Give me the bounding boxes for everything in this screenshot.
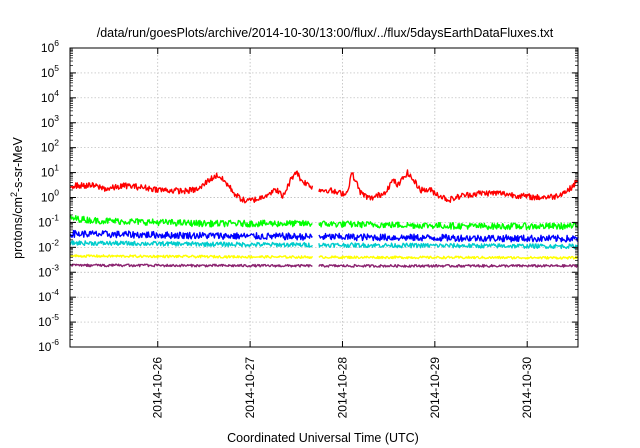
y-tick-label-exponent: 5 (54, 63, 59, 73)
y-axis-label-sup: 2 (9, 192, 19, 197)
y-axis-tick-labels: 10-610-510-410-310-210-11001011021031041… (38, 38, 59, 354)
y-tick-label-exponent: 0 (54, 188, 59, 198)
y-tick-label-base: 10 (41, 191, 55, 205)
y-tick-label-base: 10 (38, 290, 52, 304)
y-tick-label-base: 10 (41, 116, 55, 130)
y-tick-label-base: 10 (41, 166, 55, 180)
grid-lines (70, 48, 578, 347)
y-tick-label: 10-2 (38, 237, 59, 254)
chart-title: /data/run/goesPlots/archive/2014-10-30/1… (97, 26, 554, 40)
x-tick-label: 2014-10-28 (335, 357, 349, 419)
y-tick-label-exponent: -6 (51, 337, 59, 347)
x-tick-label: 2014-10-29 (428, 357, 442, 419)
axis-ticks (70, 47, 578, 348)
y-tick-label-base: 10 (38, 315, 52, 329)
y-tick-label-exponent: 4 (54, 88, 59, 98)
x-tick-label: 2014-10-26 (151, 357, 165, 419)
series-line (69, 263, 579, 268)
series-line (69, 240, 579, 250)
y-tick-label: 105 (41, 63, 59, 80)
y-axis-label-rest: -s-sr-MeV (11, 136, 25, 192)
y-tick-label: 10-1 (38, 212, 59, 229)
y-tick-label-base: 10 (38, 240, 52, 254)
y-tick-label: 100 (41, 188, 59, 205)
y-tick-label: 10-4 (38, 287, 59, 304)
series-line (69, 169, 579, 204)
y-tick-label-exponent: 3 (54, 113, 59, 123)
y-tick-label-base: 10 (41, 91, 55, 105)
series-line (69, 214, 579, 231)
y-tick-label: 104 (41, 88, 59, 105)
y-axis-label-base: protons/cm (11, 197, 25, 259)
y-tick-label-exponent: -4 (51, 287, 59, 297)
data-series (69, 169, 579, 268)
y-tick-label: 102 (41, 138, 59, 155)
y-tick-label-exponent: -1 (51, 212, 59, 222)
y-tick-label: 103 (41, 113, 59, 130)
y-tick-label: 10-3 (38, 262, 59, 279)
y-tick-label-base: 10 (41, 141, 55, 155)
y-tick-label: 10-5 (38, 312, 59, 329)
y-tick-label-exponent: 2 (54, 138, 59, 148)
series-line (69, 254, 579, 260)
y-axis-label: protons/cm2-s-sr-MeV (9, 136, 25, 258)
y-tick-label: 101 (41, 163, 59, 180)
y-tick-label-exponent: -5 (51, 312, 59, 322)
y-tick-label-base: 10 (38, 340, 52, 354)
y-tick-label-exponent: 1 (54, 163, 59, 173)
y-tick-label-exponent: 6 (54, 38, 59, 48)
y-tick-label-base: 10 (41, 41, 55, 55)
x-tick-label: 2014-10-30 (520, 357, 534, 419)
y-tick-label: 10-6 (38, 337, 59, 354)
x-axis-label: Coordinated Universal Time (UTC) (227, 431, 419, 445)
y-tick-label-base: 10 (38, 215, 52, 229)
y-tick-label-exponent: -2 (51, 237, 59, 247)
y-tick-label-exponent: -3 (51, 262, 59, 272)
x-axis-tick-labels: 2014-10-26 2014-10-27 2014-10-28 2014-10-29… (151, 357, 534, 419)
x-tick-label: 2014-10-27 (243, 357, 257, 419)
y-tick-label: 106 (41, 38, 59, 55)
y-tick-label-base: 10 (41, 66, 55, 80)
y-tick-label-base: 10 (38, 265, 52, 279)
series-line (69, 229, 579, 243)
